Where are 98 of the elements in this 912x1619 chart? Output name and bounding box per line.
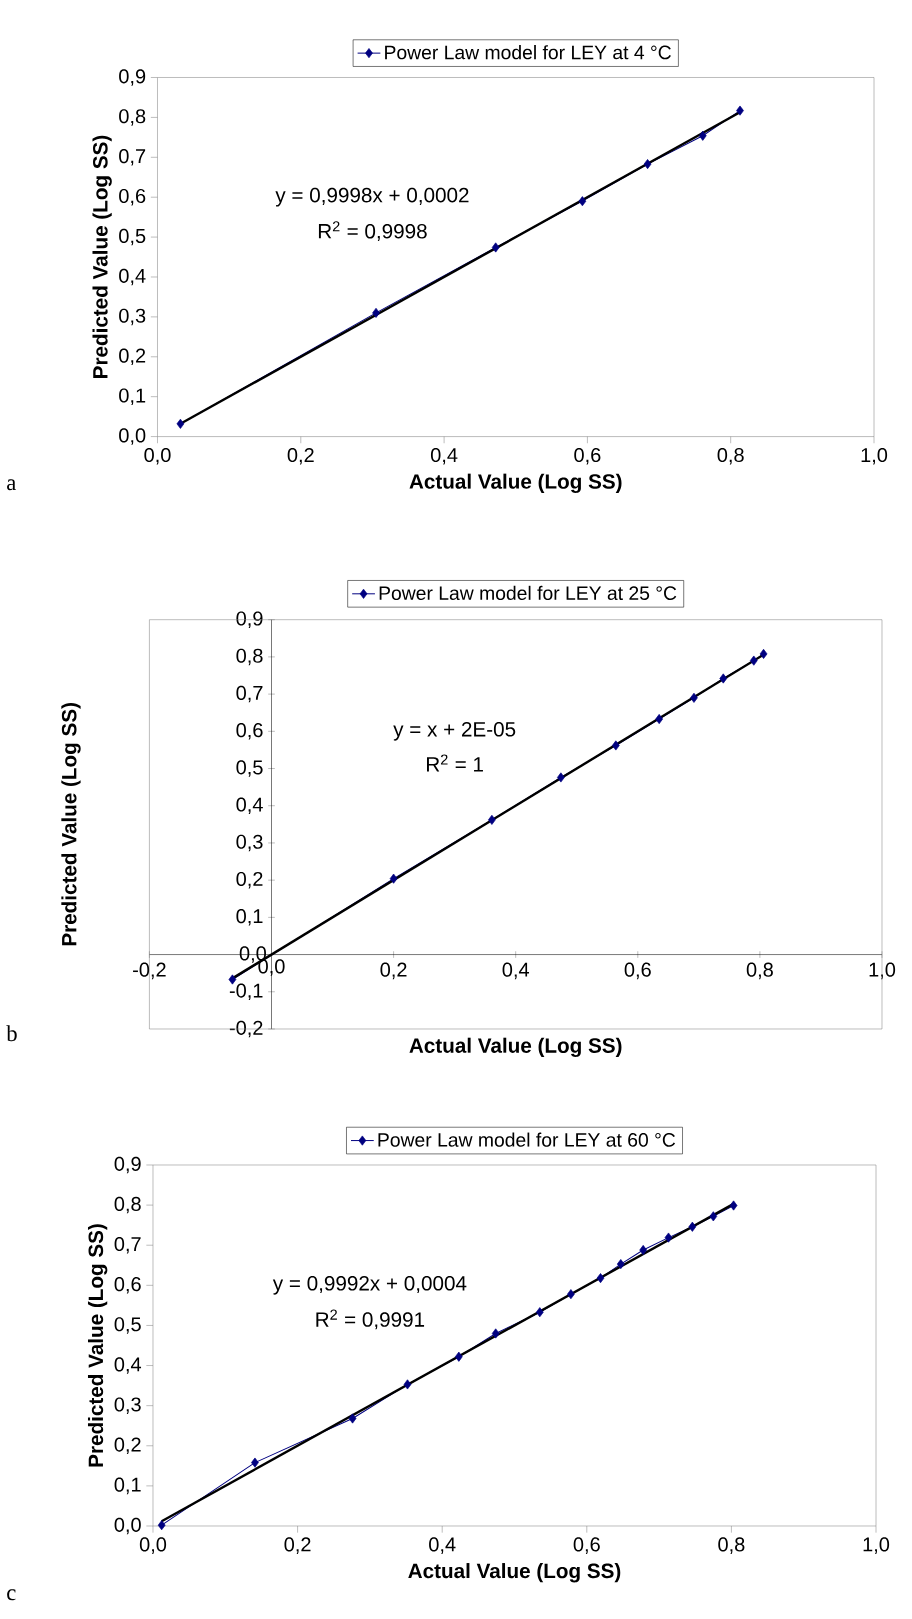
x-tick-label: 0,2 xyxy=(284,1537,311,1554)
x-tick-label: 1,0 xyxy=(861,447,888,465)
point xyxy=(736,105,744,116)
annotation: y = 0,9998x + 0,0002 xyxy=(275,187,469,207)
point xyxy=(749,655,758,666)
y-tick-label: 0,3 xyxy=(114,1397,141,1414)
x-tick-label: 0,2 xyxy=(380,962,407,980)
point xyxy=(372,307,380,318)
annotation: R$^{2}$ = 0,9991 xyxy=(316,1309,425,1330)
point xyxy=(655,714,664,725)
x-tick-label: 1,0 xyxy=(863,1537,890,1554)
y-tick-label: 0,2 xyxy=(119,348,146,366)
y-tick-label: -0,2 xyxy=(229,1020,263,1038)
y-tick-label: 0,4 xyxy=(236,797,263,814)
y-tick-label: 0,1 xyxy=(114,1477,141,1495)
legend-label: Power Law model for LEY at 25 °C xyxy=(379,585,677,600)
point xyxy=(729,1200,738,1211)
y-tick-label: 0,6 xyxy=(119,188,146,206)
y-tick-label: 0,0 xyxy=(114,1517,141,1535)
text: b xyxy=(6,1025,17,1042)
y-tick-label: 0,8 xyxy=(114,1196,141,1214)
x-tick-label: 0,6 xyxy=(574,447,601,465)
point xyxy=(251,1457,259,1468)
y-tick-label: 0,3 xyxy=(119,308,146,326)
x-axis-title: Actual Value (Log SS) xyxy=(408,1563,621,1583)
x-tick-label: 0,8 xyxy=(718,1537,745,1554)
legend-label: Power Law model for LEY at 4 °C xyxy=(385,45,671,60)
point xyxy=(535,1307,544,1318)
x-tick-label: 0,6 xyxy=(573,1537,600,1554)
annotation: y = 0,9992x + 0,0004 xyxy=(272,1275,467,1295)
y-tick-label: 0,2 xyxy=(114,1437,141,1455)
y-tick-label: 0,5 xyxy=(114,1317,141,1334)
x-tick-label: 0,8 xyxy=(717,447,744,465)
text: c xyxy=(7,1589,16,1601)
y-tick-label: 0,7 xyxy=(114,1236,141,1254)
y-tick-label: 0,7 xyxy=(119,149,146,166)
point xyxy=(688,1221,697,1232)
x-tick-label: 0,0 xyxy=(144,447,171,465)
point xyxy=(578,196,587,207)
point xyxy=(759,648,768,659)
x-tick-label: 0,4 xyxy=(430,447,458,465)
y-tick-label: 0,3 xyxy=(236,834,263,852)
y-tick-label: 0,5 xyxy=(119,228,146,246)
x-tick-label: 0,2 xyxy=(287,447,314,465)
x-axis-title: Actual Value (Log SS) xyxy=(409,1037,622,1058)
y-tick-label: 0,0 xyxy=(119,428,146,445)
point xyxy=(557,772,565,783)
y-tick-label: 0,5 xyxy=(236,760,263,777)
point xyxy=(488,814,496,825)
y-tick-label: 0,4 xyxy=(114,1357,142,1374)
point xyxy=(176,418,185,429)
point xyxy=(596,1273,605,1284)
x-tick-label: 0,4 xyxy=(502,962,530,980)
point xyxy=(616,1259,625,1270)
y-axis-title: Predicted Value (Log SS) xyxy=(87,1224,108,1467)
annotation: y = x + 2E-05 xyxy=(393,721,516,741)
point xyxy=(157,1520,166,1531)
point xyxy=(664,1232,673,1243)
y-tick-label: 0,8 xyxy=(236,648,263,666)
point xyxy=(643,159,652,170)
x-tick-label: 0,4 xyxy=(429,1537,456,1554)
y-tick-label: 0,1 xyxy=(119,388,146,405)
point xyxy=(690,692,698,703)
x-tick-label: 0,8 xyxy=(746,962,773,980)
y-tick-label: 0,8 xyxy=(119,109,146,126)
point xyxy=(639,1245,648,1256)
y-tick-label: -0,1 xyxy=(229,983,263,1001)
y-tick-label: 0,6 xyxy=(236,723,263,740)
point xyxy=(348,1413,357,1424)
point xyxy=(491,242,500,253)
point xyxy=(454,1351,463,1362)
y-axis-title: Predicted Value (Log SS) xyxy=(61,703,81,946)
x-axis-title: Actual Value (Log SS) xyxy=(409,473,622,493)
point xyxy=(491,1328,500,1339)
y-tick-label: 0,4 xyxy=(119,268,146,286)
y-tick-label: 0,6 xyxy=(114,1277,141,1294)
x-tick-label: 1,0 xyxy=(869,962,896,980)
point xyxy=(389,873,398,884)
x-tick-label: -0,2 xyxy=(133,962,166,980)
y-tick-label: 0,7 xyxy=(236,685,263,703)
legend-label: Power Law model for LEY at 60 °C xyxy=(378,1132,676,1147)
y-tick-label: 0,9 xyxy=(114,1156,141,1174)
point xyxy=(709,1211,718,1222)
x-tick-label: 0,0 xyxy=(139,1537,167,1554)
point xyxy=(719,673,728,684)
point xyxy=(611,740,620,751)
y-tick-label: 0,1 xyxy=(236,909,263,926)
point xyxy=(567,1289,575,1300)
annotation: R$^{2}$ = 1 xyxy=(427,754,483,772)
x-tick-label: 0,6 xyxy=(624,962,651,980)
point xyxy=(403,1379,412,1390)
y-tick-label: 0,9 xyxy=(119,69,146,86)
annotation: R$^{2}$ = 0,9998 xyxy=(318,221,427,241)
y-tick-label: 0,9 xyxy=(236,611,263,628)
text: a xyxy=(7,479,17,491)
y-axis-title: Predicted Value (Log SS) xyxy=(92,135,112,378)
point xyxy=(698,130,707,141)
y-tick-label: 0,2 xyxy=(236,871,263,889)
